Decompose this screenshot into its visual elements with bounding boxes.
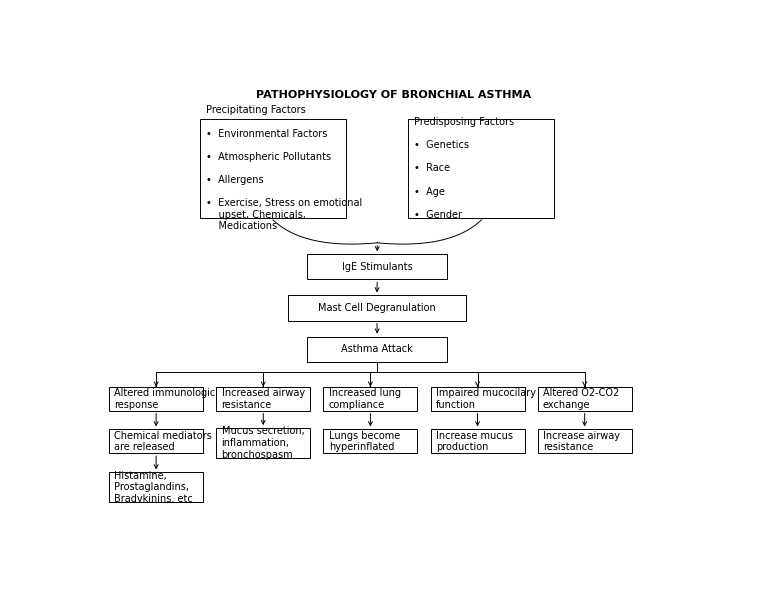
FancyBboxPatch shape: [109, 472, 203, 502]
Text: Asthma Attack: Asthma Attack: [341, 344, 413, 354]
FancyBboxPatch shape: [538, 429, 631, 453]
FancyBboxPatch shape: [409, 119, 554, 217]
Text: Increase mucus
production: Increase mucus production: [436, 431, 513, 452]
Text: Histamine,
Prostaglandins,
Bradvkinins. etc: Histamine, Prostaglandins, Bradvkinins. …: [114, 470, 194, 504]
FancyBboxPatch shape: [538, 387, 631, 410]
FancyBboxPatch shape: [217, 387, 310, 410]
Text: Increased airway
resistance: Increased airway resistance: [222, 388, 305, 410]
FancyBboxPatch shape: [323, 387, 418, 410]
FancyBboxPatch shape: [307, 254, 447, 279]
Text: Chemical mediators
are released: Chemical mediators are released: [114, 431, 212, 452]
Text: Predisposing Factors

•  Genetics

•  Race

•  Age

•  Gender: Predisposing Factors • Genetics • Race •…: [414, 117, 514, 220]
Text: Lungs become
hyperinflated: Lungs become hyperinflated: [329, 431, 400, 452]
FancyBboxPatch shape: [307, 337, 447, 362]
FancyBboxPatch shape: [109, 387, 203, 410]
Text: Altered immunologic
response: Altered immunologic response: [114, 388, 216, 410]
FancyBboxPatch shape: [109, 429, 203, 453]
FancyBboxPatch shape: [217, 428, 310, 458]
FancyBboxPatch shape: [431, 429, 525, 453]
Text: Precipitating Factors

•  Environmental Factors

•  Atmospheric Pollutants

•  A: Precipitating Factors • Environmental Fa…: [206, 106, 362, 232]
Text: Mucus secretion,
inflammation,
bronchospasm: Mucus secretion, inflammation, bronchosp…: [222, 426, 304, 460]
FancyBboxPatch shape: [200, 119, 346, 217]
FancyBboxPatch shape: [431, 387, 525, 410]
Text: Altered O2-CO2
exchange: Altered O2-CO2 exchange: [543, 388, 619, 410]
FancyBboxPatch shape: [288, 295, 466, 321]
Text: IgE Stimulants: IgE Stimulants: [342, 262, 412, 272]
Text: Increase airway
resistance: Increase airway resistance: [543, 431, 620, 452]
Text: PATHOPHYSIOLOGY OF BRONCHIAL ASTHMA: PATHOPHYSIOLOGY OF BRONCHIAL ASTHMA: [256, 90, 531, 100]
Text: Increased lung
compliance: Increased lung compliance: [329, 388, 401, 410]
Text: Mast Cell Degranulation: Mast Cell Degranulation: [318, 303, 435, 313]
FancyBboxPatch shape: [323, 429, 418, 453]
Text: Impaired mucocilary
function: Impaired mucocilary function: [436, 388, 536, 410]
